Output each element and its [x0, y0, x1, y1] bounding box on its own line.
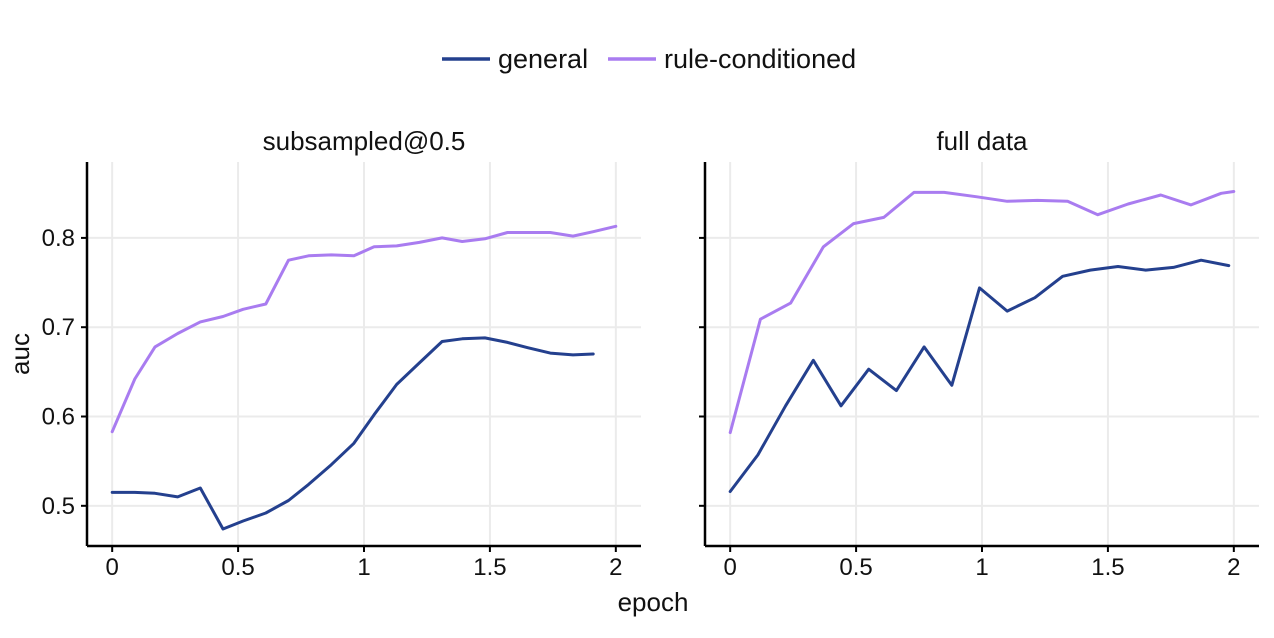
y-tick-label: 0.5 [42, 493, 75, 520]
x-tick-label: 0 [724, 554, 737, 581]
y-tick-label: 0.8 [42, 225, 75, 252]
legend-item-general: general [442, 44, 588, 74]
x-tick-label: 0 [106, 554, 119, 581]
y-tick-label: 0.6 [42, 404, 75, 431]
x-tick-label: 2 [1227, 554, 1240, 581]
x-tick-label: 1.5 [1091, 554, 1124, 581]
legend-label: rule-conditioned [664, 44, 856, 74]
x-tick-label: 0.5 [221, 554, 254, 581]
panel-title: subsampled@0.5 [263, 126, 466, 156]
gridlines [705, 162, 1259, 546]
x-tick-label: 1 [357, 554, 370, 581]
x-axis-title: epoch [618, 587, 689, 617]
legend-item-rule-conditioned: rule-conditioned [608, 44, 856, 74]
panel-2: full data 0 0.5 1 1.5 2 [699, 126, 1259, 581]
panel-title: full data [936, 126, 1028, 156]
series-line-rule-conditioned [728, 190, 1236, 435]
legend-label: general [498, 44, 588, 74]
x-tick-label: 0.5 [839, 554, 872, 581]
series-line-rule-conditioned [110, 224, 618, 434]
x-tick-label: 2 [609, 554, 622, 581]
panel-1: subsampled@0.5 0 0.5 1 1.5 2 0.5 0.6 0.7 0.8 [42, 126, 641, 581]
x-tick-label: 1.5 [473, 554, 506, 581]
series-line-general [728, 258, 1231, 493]
series-line-general [110, 336, 595, 531]
y-axis-title: auc [5, 333, 35, 375]
x-tick-label: 1 [975, 554, 988, 581]
y-tick-label: 0.7 [42, 314, 75, 341]
panels: subsampled@0.5 0 0.5 1 1.5 2 0.5 0.6 0.7 0.8 full … [42, 126, 1259, 581]
legend: general rule-conditioned [442, 44, 856, 74]
